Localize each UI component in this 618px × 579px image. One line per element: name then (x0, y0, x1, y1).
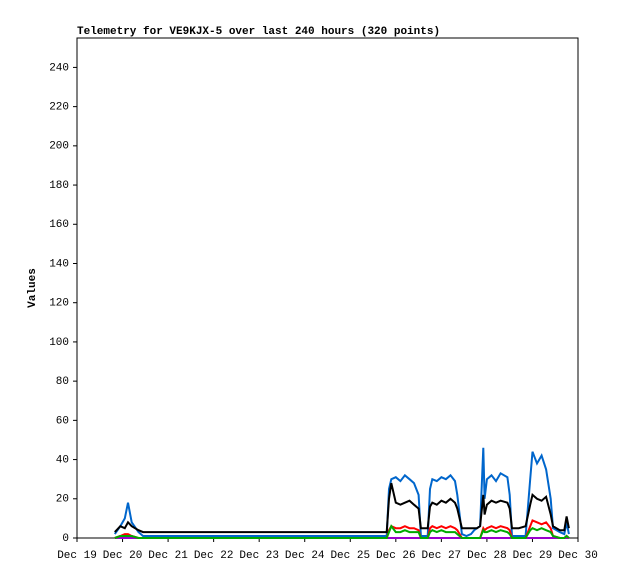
x-tick-label: Dec 21 (148, 550, 188, 562)
y-tick-label: 100 (49, 337, 69, 349)
x-tick-label: Dec 29 (513, 550, 553, 562)
x-tick-label: Dec 24 (285, 550, 325, 562)
plot-frame (76, 37, 579, 539)
y-tick-label: 180 (49, 180, 69, 192)
series-line (114, 482, 570, 534)
y-tick-label: 20 (56, 494, 69, 506)
series-line (114, 524, 570, 539)
y-tick-label: 60 (56, 415, 69, 427)
y-tick-label: 160 (49, 219, 69, 231)
x-tick-label: Dec 25 (330, 550, 370, 562)
chart-title: Telemetry for VE9KJX-5 over last 240 hou… (77, 26, 440, 38)
y-tick-label: 120 (49, 298, 69, 310)
y-tick-label: 200 (49, 141, 69, 153)
x-tick-label: Dec 23 (239, 550, 279, 562)
x-tick-label: Dec 26 (376, 550, 416, 562)
y-axis-label: Values (27, 268, 39, 308)
x-tick-label: Dec 20 (103, 550, 143, 562)
series-line (113, 447, 570, 538)
x-tick-label: Dec 27 (422, 550, 462, 562)
x-tick-label: Dec 28 (467, 550, 507, 562)
y-tick-label: 240 (49, 62, 69, 74)
y-tick-label: 80 (56, 376, 69, 388)
y-tick-label: 140 (49, 258, 69, 270)
y-tick-label: 0 (62, 533, 69, 545)
y-tick-label: 220 (49, 102, 69, 114)
x-tick-label: Dec 19 (57, 550, 97, 562)
x-tick-label: Dec 30 (558, 550, 598, 562)
x-tick-label: Dec 22 (194, 550, 234, 562)
y-tick-label: 40 (56, 454, 69, 466)
